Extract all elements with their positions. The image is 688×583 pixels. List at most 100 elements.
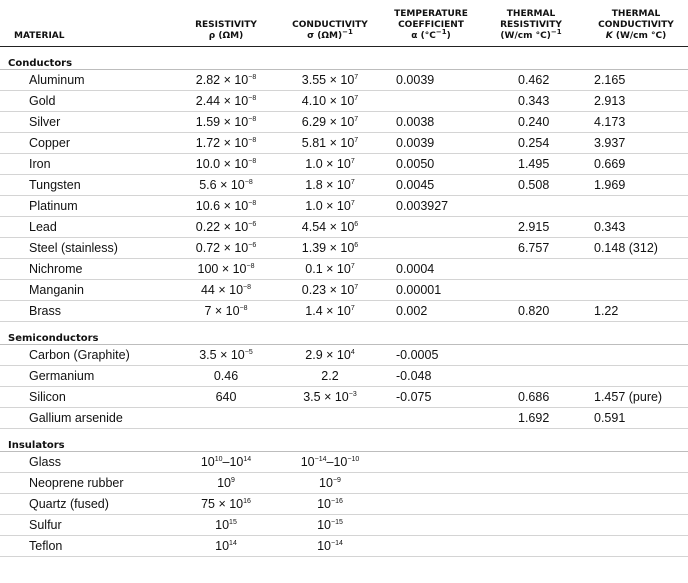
cell-temperature-coefficient: 0.0004 — [384, 258, 478, 280]
cell-material: Steel (stainless) — [0, 237, 176, 259]
cell-thermal-conductivity — [584, 451, 688, 473]
cell-thermal-resistivity: 0.462 — [478, 69, 584, 91]
table-row: Nichrome 100 × 10−8 0.1 × 107 0.0004 — [0, 258, 688, 280]
cell-thermal-conductivity — [584, 535, 688, 557]
cell-resistivity: 100 × 10−8 — [176, 258, 276, 280]
cell-thermal-conductivity: 1.969 — [584, 174, 688, 196]
cell-temperature-coefficient — [384, 472, 478, 494]
table-row: Neoprene rubber 109 10−9 — [0, 472, 688, 494]
cell-thermal-resistivity: 0.254 — [478, 132, 584, 154]
materials-table: MATERIAL RESISTIVITY ρ (ΩM) CONDUCTIVITY… — [0, 0, 688, 557]
cell-thermal-conductivity: 0.669 — [584, 153, 688, 175]
cell-conductivity: 1.39 × 106 — [276, 237, 384, 259]
cell-conductivity: 10−16 — [276, 493, 384, 515]
section-row: Conductors — [0, 46, 688, 70]
cell-temperature-coefficient — [384, 237, 478, 259]
cell-thermal-conductivity — [584, 514, 688, 536]
cell-conductivity: 4.10 × 107 — [276, 90, 384, 112]
table-row: Gallium arsenide 1.692 0.591 — [0, 407, 688, 429]
cell-thermal-resistivity: 0.343 — [478, 90, 584, 112]
table-row: Brass 7 × 10−8 1.4 × 107 0.002 0.820 1.22 — [0, 300, 688, 322]
cell-material: Germanium — [0, 365, 176, 387]
cell-conductivity: 1.0 × 107 — [276, 195, 384, 217]
table-row: Germanium 0.46 2.2 -0.048 — [0, 365, 688, 387]
section-title: Conductors — [0, 46, 688, 70]
cell-conductivity: 0.23 × 107 — [276, 279, 384, 301]
cell-conductivity: 3.55 × 107 — [276, 69, 384, 91]
cell-material: Iron — [0, 153, 176, 175]
cell-thermal-conductivity — [584, 493, 688, 515]
cell-resistivity: 2.44 × 10−8 — [176, 90, 276, 112]
cell-material: Glass — [0, 451, 176, 473]
cell-conductivity: 3.5 × 10−3 — [276, 386, 384, 408]
cell-temperature-coefficient: -0.0005 — [384, 344, 478, 366]
cell-temperature-coefficient: 0.0045 — [384, 174, 478, 196]
table-row: Aluminum 2.82 × 10−8 3.55 × 107 0.0039 0.462… — [0, 69, 688, 91]
cell-thermal-conductivity — [584, 258, 688, 280]
cell-resistivity: 44 × 10−8 — [176, 279, 276, 301]
table-row: Teflon 1014 10−14 — [0, 535, 688, 557]
cell-thermal-resistivity — [478, 195, 584, 217]
cell-temperature-coefficient — [384, 451, 478, 473]
cell-material: Gallium arsenide — [0, 407, 176, 429]
cell-thermal-resistivity: 0.240 — [478, 111, 584, 133]
cell-resistivity: 109 — [176, 472, 276, 494]
cell-material: Quartz (fused) — [0, 493, 176, 515]
cell-conductivity: 2.2 — [276, 365, 384, 387]
cell-thermal-conductivity: 3.937 — [584, 132, 688, 154]
cell-resistivity: 1.59 × 10−8 — [176, 111, 276, 133]
table-body: Conductors Aluminum 2.82 × 10−8 3.55 × 107 0… — [0, 46, 688, 557]
cell-thermal-conductivity: 1.22 — [584, 300, 688, 322]
table-row: Lead 0.22 × 10−6 4.54 × 106 2.915 0.343 — [0, 216, 688, 238]
cell-resistivity: 7 × 10−8 — [176, 300, 276, 322]
section-title: Insulators — [0, 428, 688, 452]
cell-thermal-conductivity — [584, 279, 688, 301]
cell-resistivity: 10.6 × 10−8 — [176, 195, 276, 217]
cell-thermal-resistivity — [478, 365, 584, 387]
cell-resistivity: 2.82 × 10−8 — [176, 69, 276, 91]
cell-resistivity: 0.22 × 10−6 — [176, 216, 276, 238]
cell-material: Neoprene rubber — [0, 472, 176, 494]
cell-thermal-resistivity: 1.495 — [478, 153, 584, 175]
cell-thermal-resistivity — [478, 279, 584, 301]
cell-thermal-conductivity: 4.173 — [584, 111, 688, 133]
cell-temperature-coefficient — [384, 493, 478, 515]
cell-temperature-coefficient: -0.048 — [384, 365, 478, 387]
cell-temperature-coefficient: 0.0038 — [384, 111, 478, 133]
table-row: Silicon 640 3.5 × 10−3 -0.075 0.686 1.457 (pu… — [0, 386, 688, 408]
header-conductivity: CONDUCTIVITY σ (ΩM)−1 — [292, 19, 368, 41]
cell-temperature-coefficient — [384, 407, 478, 429]
cell-thermal-conductivity: 0.591 — [584, 407, 688, 429]
header-temperature-coefficient: TEMPERATURE COEFFICIENT α (°C−1) — [394, 8, 468, 41]
cell-conductivity — [276, 407, 384, 429]
section-row: Semiconductors — [0, 321, 688, 345]
cell-thermal-resistivity: 0.508 — [478, 174, 584, 196]
cell-temperature-coefficient: 0.002 — [384, 300, 478, 322]
cell-material: Copper — [0, 132, 176, 154]
cell-resistivity: 0.46 — [176, 365, 276, 387]
cell-conductivity: 5.81 × 107 — [276, 132, 384, 154]
cell-conductivity: 10−14–10−10 — [276, 451, 384, 473]
cell-resistivity: 10.0 × 10−8 — [176, 153, 276, 175]
cell-thermal-resistivity — [478, 344, 584, 366]
cell-resistivity: 5.6 × 10−8 — [176, 174, 276, 196]
table-header: MATERIAL RESISTIVITY ρ (ΩM) CONDUCTIVITY… — [0, 0, 688, 46]
table-row: Copper 1.72 × 10−8 5.81 × 107 0.0039 0.254 3.… — [0, 132, 688, 154]
section-title: Semiconductors — [0, 321, 688, 345]
cell-resistivity — [176, 407, 276, 429]
cell-material: Platinum — [0, 195, 176, 217]
cell-conductivity: 1.0 × 107 — [276, 153, 384, 175]
cell-thermal-resistivity: 0.820 — [478, 300, 584, 322]
cell-thermal-resistivity: 1.692 — [478, 407, 584, 429]
cell-conductivity: 1.8 × 107 — [276, 174, 384, 196]
cell-resistivity: 1010–1014 — [176, 451, 276, 473]
table-row: Sulfur 1015 10−15 — [0, 514, 688, 536]
cell-conductivity: 0.1 × 107 — [276, 258, 384, 280]
cell-material: Nichrome — [0, 258, 176, 280]
cell-material: Brass — [0, 300, 176, 322]
cell-thermal-conductivity: 0.148 (312) — [584, 237, 688, 259]
header-thermal-conductivity: THERMAL CONDUCTIVITY K (W/cm °C) — [598, 8, 674, 41]
table-row: Iron 10.0 × 10−8 1.0 × 107 0.0050 1.495 0.669 — [0, 153, 688, 175]
header-thermal-resistivity: THERMAL RESISTIVITY (W/cm °C)−1 — [500, 8, 562, 41]
